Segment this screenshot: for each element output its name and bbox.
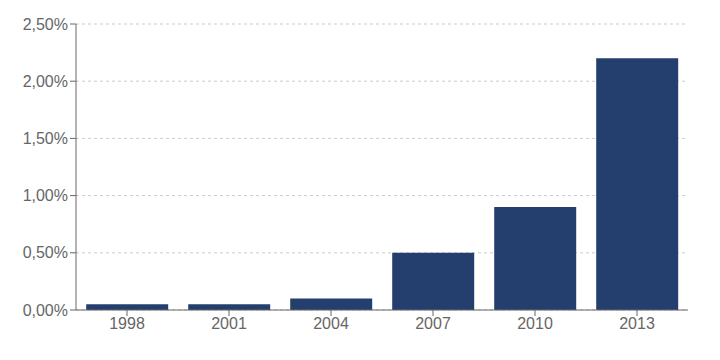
svg-text:1998: 1998 bbox=[109, 315, 145, 332]
svg-text:2013: 2013 bbox=[619, 315, 655, 332]
svg-text:1,50%: 1,50% bbox=[23, 130, 68, 147]
svg-text:2004: 2004 bbox=[313, 315, 349, 332]
svg-text:2001: 2001 bbox=[211, 315, 247, 332]
svg-text:1,00%: 1,00% bbox=[23, 187, 68, 204]
svg-text:0,00%: 0,00% bbox=[23, 302, 68, 319]
svg-text:2010: 2010 bbox=[517, 315, 553, 332]
svg-text:0,50%: 0,50% bbox=[23, 244, 68, 261]
svg-text:2,50%: 2,50% bbox=[23, 16, 68, 33]
svg-text:2007: 2007 bbox=[415, 315, 451, 332]
svg-text:2,00%: 2,00% bbox=[23, 73, 68, 90]
